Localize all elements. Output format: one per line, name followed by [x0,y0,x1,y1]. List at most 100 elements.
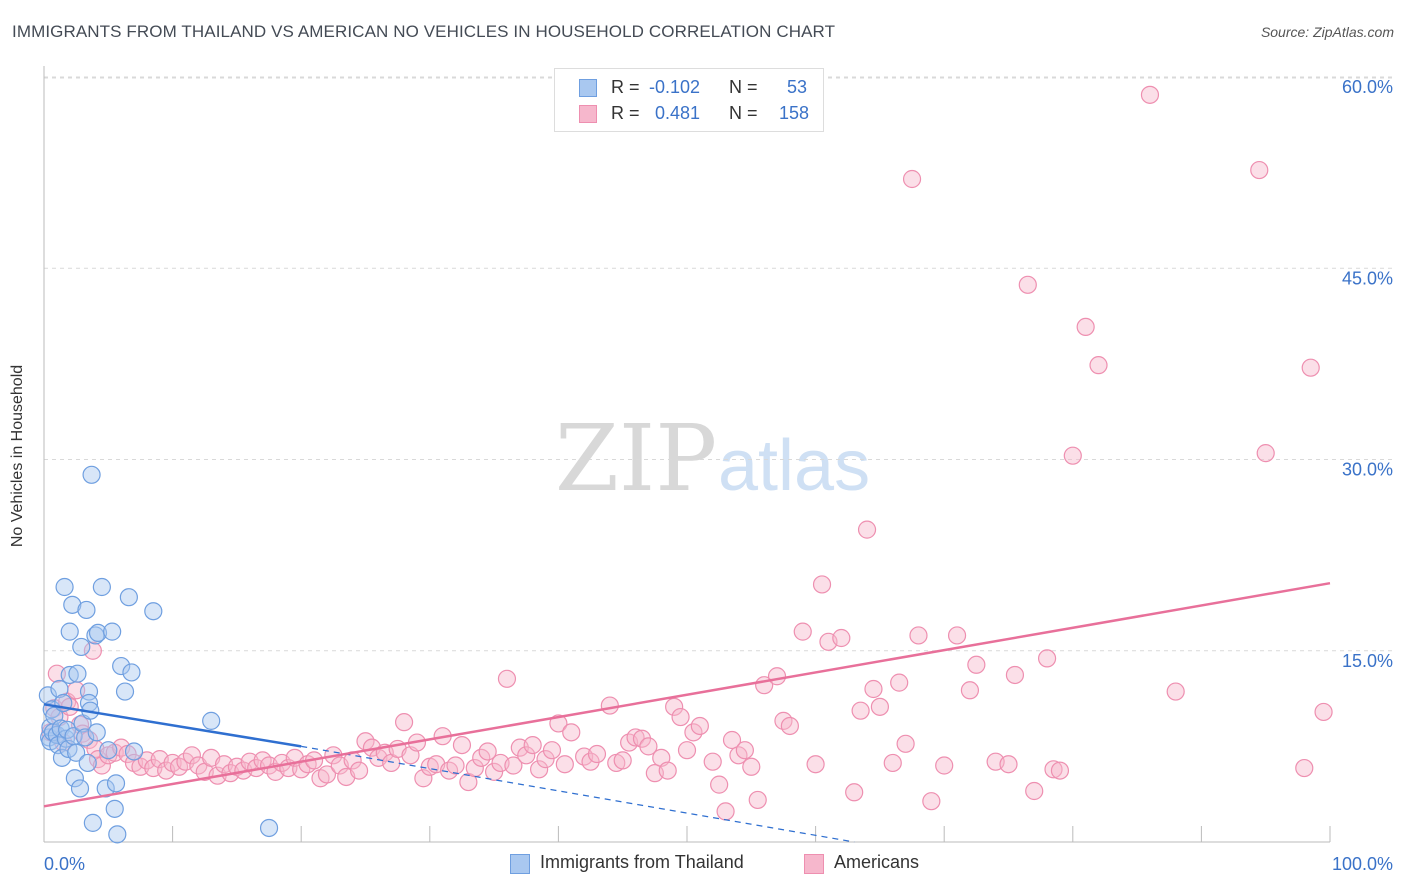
pink-data-point [1018,275,1037,294]
pink-trend-line [43,581,1331,808]
pink-data-point [716,802,735,821]
pink-data-point [562,723,581,742]
blue-data-point [52,748,72,767]
pink-data-point [812,575,832,594]
pink-data-point [587,744,607,764]
pink-data-point [735,741,754,760]
pink-data-point [478,742,497,761]
pink-data-point [1050,761,1070,780]
chart-title: IMMIGRANTS FROM THAILAND VS AMERICAN NO … [12,22,836,41]
pink-swatch-icon [579,105,597,123]
pink-data-point [1140,85,1160,104]
blue-data-point [122,663,141,682]
pink-data-point [780,716,799,736]
pink-data-point [1076,317,1095,336]
blue-data-point [60,622,79,641]
pink-data-point [1025,781,1044,801]
pink-data-point [639,737,658,756]
pink-data-point [549,714,568,733]
blue-data-point [83,813,102,832]
pink-data-point [658,761,677,780]
pink-data-point [1301,358,1320,377]
blue-data-point [87,723,106,742]
pink-data-point [999,755,1018,774]
pink-data-point [703,752,722,771]
pink-data-point [555,755,574,774]
pink-data-point [47,664,66,683]
watermark-atlas: atlas [718,426,870,506]
pink-data-point [748,790,767,810]
pink-data-point [626,728,645,747]
pink-data-point [902,169,922,189]
pink-data-point [890,673,909,692]
blue-data-point [88,623,108,643]
pink-data-point [1295,758,1314,778]
pink-swatch-icon [804,854,824,874]
pink-data-point [317,765,337,784]
blue-data-point [112,656,131,676]
blue-data-point [82,465,101,484]
pink-data-point [806,755,825,774]
pink-data-point [83,641,102,660]
y-tick-label: 45.0% [1342,268,1393,288]
pink-data-point [690,716,709,736]
pink-data-point [793,622,812,641]
pink-data-point [349,761,369,780]
blue-data-point [96,779,115,798]
pink-data-point [883,753,902,773]
x-tick-label: 100.0% [1332,854,1393,874]
pink-data-point [1089,356,1108,375]
pink-data-point [671,707,690,727]
pink-data-point [452,735,472,755]
y-tick-label: 30.0% [1342,460,1393,480]
stats-legend: R = -0.102 N = 53 R = 0.481 N = 158 [554,68,824,132]
pink-data-point [1037,649,1057,668]
pink-data-point [485,762,504,781]
blue-data-point [115,682,135,701]
y-tick-label: 15.0% [1342,651,1393,671]
blue-data-point [92,577,111,597]
blue-data-point [67,743,86,762]
pink-data-point [613,751,632,770]
n-label: N = [729,77,758,97]
blue-trend-line [43,703,302,748]
pink-data-point [497,669,517,688]
pink-data-point [864,679,883,699]
pink-data-point [851,701,870,720]
pink-data-point [870,697,890,716]
pink-data-point [947,626,967,645]
legend-label: Americans [834,852,920,872]
n-label: N = [729,103,758,123]
pink-data-point [600,696,619,715]
pink-data-point [665,697,684,716]
blue-data-point [108,825,127,844]
pink-data-point [710,775,729,794]
blue-data-point [202,711,221,730]
pink-data-point [857,520,877,539]
pink-data-point [542,741,562,760]
source-credit: Source: ZipAtlas.com [1260,24,1394,40]
blue-data-point [259,818,279,838]
blue-trend-extension [301,745,855,843]
pink-data-point [742,757,761,776]
blue-data-point [103,622,122,641]
pink-data-point [1063,446,1082,465]
pink-data-point [767,667,787,686]
blue-data-point [77,600,96,620]
pink-data-point [935,756,954,775]
r-label: R = [611,77,640,97]
blue-data-point [99,741,118,760]
pink-data-point [536,750,555,769]
n-value: 158 [779,103,810,123]
pink-data-point [677,741,697,760]
blue-data-point [72,637,91,657]
blue-data-point [70,779,90,798]
pink-data-point [1250,160,1269,180]
blue-data-point [50,679,69,699]
blue-data-point [60,665,79,685]
pink-data-point [922,792,941,811]
pink-data-point [1044,760,1063,779]
pink-data-point [967,655,986,674]
blue-data-point [55,577,74,597]
